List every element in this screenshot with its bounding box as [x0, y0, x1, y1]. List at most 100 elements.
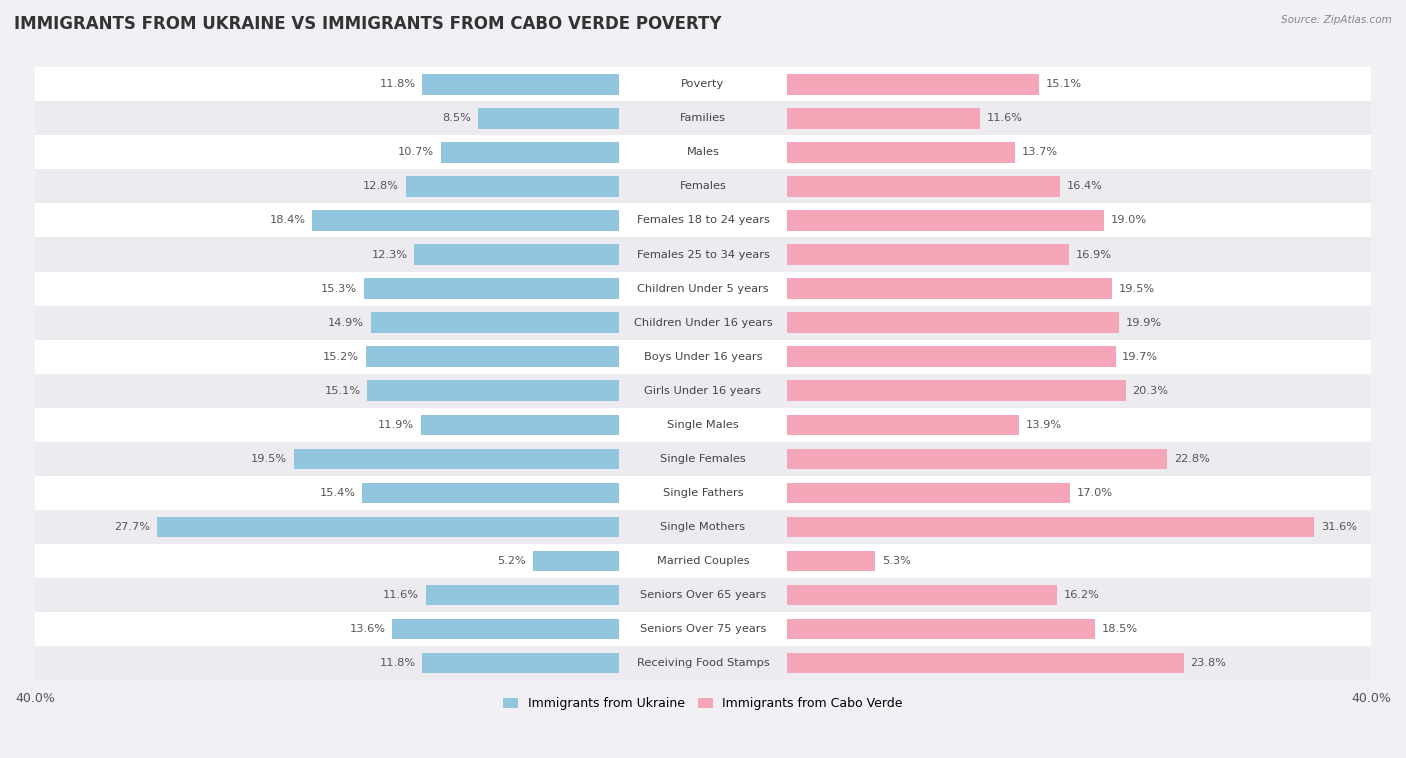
- Bar: [786, 176, 1060, 196]
- Legend: Immigrants from Ukraine, Immigrants from Cabo Verde: Immigrants from Ukraine, Immigrants from…: [498, 692, 908, 715]
- Text: 5.2%: 5.2%: [498, 556, 526, 566]
- Bar: [35, 169, 1371, 203]
- Bar: [35, 271, 1371, 305]
- Bar: [35, 203, 1371, 237]
- Bar: [35, 340, 1371, 374]
- Bar: [371, 312, 620, 333]
- Bar: [786, 108, 980, 129]
- Bar: [786, 278, 1112, 299]
- Text: 19.5%: 19.5%: [252, 454, 287, 464]
- Text: Married Couples: Married Couples: [657, 556, 749, 566]
- Bar: [35, 476, 1371, 510]
- Text: Seniors Over 75 years: Seniors Over 75 years: [640, 624, 766, 634]
- Text: 10.7%: 10.7%: [398, 147, 434, 158]
- Bar: [392, 619, 620, 639]
- Text: 16.4%: 16.4%: [1067, 181, 1102, 192]
- Text: Females 25 to 34 years: Females 25 to 34 years: [637, 249, 769, 259]
- Bar: [35, 305, 1371, 340]
- Bar: [786, 143, 1015, 163]
- Bar: [367, 381, 620, 401]
- Text: 23.8%: 23.8%: [1191, 658, 1226, 668]
- Text: IMMIGRANTS FROM UKRAINE VS IMMIGRANTS FROM CABO VERDE POVERTY: IMMIGRANTS FROM UKRAINE VS IMMIGRANTS FR…: [14, 15, 721, 33]
- Text: 17.0%: 17.0%: [1077, 488, 1114, 498]
- Bar: [533, 550, 620, 571]
- Text: 11.9%: 11.9%: [378, 420, 413, 430]
- Text: 11.6%: 11.6%: [382, 590, 419, 600]
- Bar: [35, 578, 1371, 612]
- Text: 13.7%: 13.7%: [1022, 147, 1059, 158]
- Bar: [35, 543, 1371, 578]
- Text: Source: ZipAtlas.com: Source: ZipAtlas.com: [1281, 15, 1392, 25]
- Bar: [786, 517, 1315, 537]
- Text: Single Fathers: Single Fathers: [662, 488, 744, 498]
- Text: Single Females: Single Females: [661, 454, 745, 464]
- Text: 15.1%: 15.1%: [1046, 80, 1081, 89]
- Bar: [422, 653, 620, 673]
- Text: 27.7%: 27.7%: [114, 522, 150, 532]
- Bar: [312, 210, 620, 230]
- Text: Poverty: Poverty: [682, 80, 724, 89]
- Text: 11.8%: 11.8%: [380, 80, 416, 89]
- Text: Families: Families: [681, 114, 725, 124]
- Text: Children Under 16 years: Children Under 16 years: [634, 318, 772, 327]
- Bar: [786, 619, 1095, 639]
- Bar: [366, 346, 620, 367]
- Bar: [35, 136, 1371, 169]
- Text: Receiving Food Stamps: Receiving Food Stamps: [637, 658, 769, 668]
- Bar: [35, 374, 1371, 408]
- Text: 18.4%: 18.4%: [270, 215, 305, 225]
- Bar: [363, 483, 620, 503]
- Text: Single Males: Single Males: [666, 420, 740, 430]
- Bar: [35, 102, 1371, 136]
- Text: 13.9%: 13.9%: [1025, 420, 1062, 430]
- Bar: [786, 653, 1184, 673]
- Text: 16.2%: 16.2%: [1064, 590, 1099, 600]
- Bar: [786, 74, 1039, 95]
- Text: 19.0%: 19.0%: [1111, 215, 1147, 225]
- Bar: [786, 483, 1070, 503]
- Text: 13.6%: 13.6%: [350, 624, 385, 634]
- Text: Males: Males: [686, 147, 720, 158]
- Bar: [35, 67, 1371, 102]
- Text: Children Under 5 years: Children Under 5 years: [637, 283, 769, 293]
- Bar: [35, 612, 1371, 646]
- Bar: [478, 108, 620, 129]
- Text: Females: Females: [679, 181, 727, 192]
- Text: Seniors Over 65 years: Seniors Over 65 years: [640, 590, 766, 600]
- Bar: [441, 143, 620, 163]
- Text: Boys Under 16 years: Boys Under 16 years: [644, 352, 762, 362]
- Bar: [413, 244, 620, 265]
- Bar: [35, 237, 1371, 271]
- Bar: [426, 584, 620, 605]
- Text: 19.9%: 19.9%: [1126, 318, 1161, 327]
- Text: 16.9%: 16.9%: [1076, 249, 1112, 259]
- Bar: [786, 550, 875, 571]
- Text: 19.7%: 19.7%: [1122, 352, 1159, 362]
- Bar: [35, 408, 1371, 442]
- Bar: [35, 442, 1371, 476]
- Bar: [422, 74, 620, 95]
- Bar: [420, 415, 620, 435]
- Text: 12.8%: 12.8%: [363, 181, 399, 192]
- Text: 18.5%: 18.5%: [1102, 624, 1139, 634]
- Text: 15.1%: 15.1%: [325, 386, 360, 396]
- Bar: [786, 210, 1104, 230]
- Bar: [786, 312, 1119, 333]
- Text: Girls Under 16 years: Girls Under 16 years: [644, 386, 762, 396]
- Text: 12.3%: 12.3%: [371, 249, 408, 259]
- Text: 11.6%: 11.6%: [987, 114, 1024, 124]
- Bar: [786, 381, 1126, 401]
- Text: Females 18 to 24 years: Females 18 to 24 years: [637, 215, 769, 225]
- Bar: [294, 449, 620, 469]
- Text: 22.8%: 22.8%: [1174, 454, 1209, 464]
- Bar: [786, 244, 1069, 265]
- Bar: [406, 176, 620, 196]
- Text: 19.5%: 19.5%: [1119, 283, 1154, 293]
- Text: 11.8%: 11.8%: [380, 658, 416, 668]
- Bar: [786, 415, 1019, 435]
- Bar: [35, 510, 1371, 543]
- Bar: [35, 646, 1371, 680]
- Text: 15.3%: 15.3%: [321, 283, 357, 293]
- Text: 31.6%: 31.6%: [1322, 522, 1357, 532]
- Bar: [786, 346, 1115, 367]
